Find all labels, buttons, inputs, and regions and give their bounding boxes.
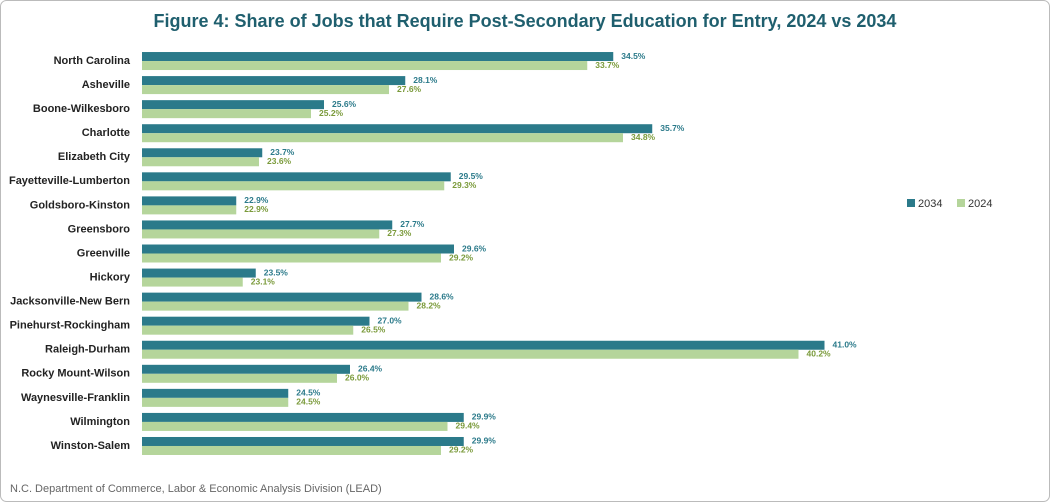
bar (142, 316, 370, 326)
category-label: Hickory (90, 271, 131, 283)
bar (142, 388, 289, 398)
value-label: 29.2% (449, 252, 474, 262)
bar (142, 133, 623, 143)
category-label: Jacksonville-New Bern (10, 296, 130, 308)
bar (142, 421, 448, 431)
bar (142, 301, 409, 311)
value-label: 29.3% (452, 180, 477, 190)
bar (142, 436, 464, 446)
bar (142, 253, 441, 263)
bar (142, 196, 237, 206)
value-label: 26.0% (345, 373, 370, 383)
category-label: Goldsboro-Kinston (30, 199, 130, 211)
bar (142, 349, 799, 359)
bar (142, 100, 324, 110)
bar (142, 229, 380, 239)
value-label: 29.9% (472, 412, 497, 422)
value-label: 22.9% (244, 204, 269, 214)
category-label: Greenville (77, 247, 130, 259)
bar (142, 340, 825, 350)
legend-label: 2024 (968, 198, 992, 210)
category-label: Greensboro (68, 223, 131, 235)
category-label: Wilmington (70, 416, 130, 428)
value-label: 26.5% (361, 324, 386, 334)
bar (142, 172, 451, 182)
bar (142, 220, 393, 230)
value-label: 26.4% (358, 364, 383, 374)
value-label: 23.1% (251, 276, 276, 286)
value-label: 23.7% (270, 147, 295, 157)
value-label: 28.1% (413, 75, 438, 85)
bar (142, 157, 259, 167)
category-label: Elizabeth City (58, 151, 131, 163)
bar (142, 109, 311, 119)
bar (142, 397, 289, 407)
bar (142, 325, 354, 335)
bar (142, 61, 588, 71)
value-label: 24.5% (296, 388, 321, 398)
value-label: 29.9% (472, 436, 497, 446)
bar (142, 244, 454, 254)
value-label: 29.4% (456, 421, 481, 431)
category-label: Boone-Wilkesboro (33, 103, 130, 115)
value-label: 23.5% (264, 267, 289, 277)
value-label: 33.7% (595, 60, 620, 70)
source-note: N.C. Department of Commerce, Labor & Eco… (10, 483, 382, 495)
value-label: 29.6% (462, 243, 487, 253)
category-label: Raleigh-Durham (45, 344, 130, 356)
category-label: Fayetteville-Lumberton (9, 175, 130, 187)
bar (142, 292, 422, 302)
category-label: Pinehurst-Rockingham (10, 320, 131, 332)
category-label: Charlotte (82, 127, 130, 139)
bar (142, 277, 243, 287)
value-label: 34.5% (621, 51, 646, 61)
value-label: 35.7% (660, 123, 685, 133)
value-label: 27.6% (397, 84, 422, 94)
value-label: 25.6% (332, 99, 357, 109)
value-label: 29.2% (449, 445, 474, 455)
bar (142, 268, 256, 278)
bar (142, 52, 614, 62)
value-label: 28.2% (417, 300, 442, 310)
bar (142, 148, 263, 158)
value-label: 27.0% (378, 315, 403, 325)
bar (142, 373, 337, 383)
value-label: 23.6% (267, 156, 292, 166)
value-label: 34.8% (631, 132, 656, 142)
category-label: Asheville (82, 79, 130, 91)
category-label: Waynesville-Franklin (21, 392, 130, 404)
legend-swatch (957, 199, 965, 207)
bar (142, 364, 350, 374)
value-label: 25.2% (319, 108, 344, 118)
value-label: 27.7% (400, 219, 425, 229)
value-label: 27.3% (387, 228, 412, 238)
legend-label: 2034 (918, 198, 942, 210)
value-label: 28.6% (430, 291, 455, 301)
value-label: 22.9% (244, 195, 269, 205)
category-label: North Carolina (54, 55, 131, 67)
bar (142, 445, 441, 455)
bar (142, 412, 464, 422)
bar (142, 205, 237, 215)
chart-title: Figure 4: Share of Jobs that Require Pos… (154, 11, 897, 31)
bar (142, 76, 406, 86)
category-label: Winston-Salem (51, 440, 131, 452)
bar (142, 124, 653, 134)
bar (142, 85, 389, 95)
value-label: 40.2% (807, 349, 832, 359)
category-label: Rocky Mount-Wilson (21, 368, 130, 380)
value-label: 29.5% (459, 171, 484, 181)
bar (142, 181, 445, 191)
value-label: 24.5% (296, 397, 321, 407)
value-label: 41.0% (833, 340, 858, 350)
legend-swatch (907, 199, 915, 207)
